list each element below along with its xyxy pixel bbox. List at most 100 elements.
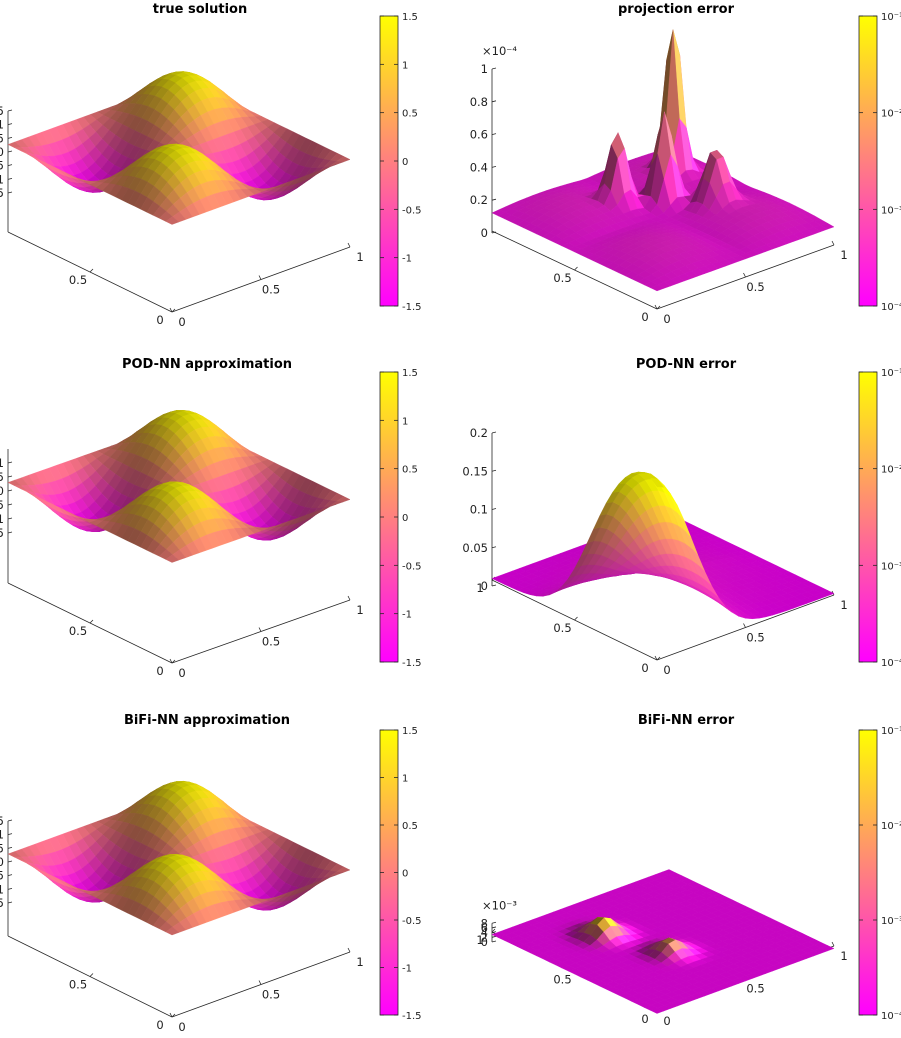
x-tick-label: 0.5 bbox=[746, 280, 764, 294]
colorbar-tick-label: 10⁻³ bbox=[881, 561, 901, 572]
colorbar-tick-label: 10⁻² bbox=[881, 109, 901, 120]
y-tick-label: 0 bbox=[156, 313, 163, 327]
z-tick-label: 0.6 bbox=[470, 128, 488, 142]
colorbar-tick-label: -1 bbox=[402, 610, 412, 621]
x-tick-label: 0 bbox=[663, 663, 670, 677]
z-tick-label: -1.5 bbox=[0, 186, 4, 200]
z-tick bbox=[491, 546, 497, 549]
colorbar-tick-label: 10⁻² bbox=[881, 821, 901, 832]
z-tick bbox=[7, 846, 13, 849]
z-tick bbox=[7, 109, 13, 112]
y-tick-label: 0.5 bbox=[553, 973, 571, 987]
colorbar-gradient bbox=[858, 729, 878, 1016]
z-tick bbox=[7, 461, 13, 464]
z-tick bbox=[7, 150, 13, 153]
panel-6: BiFi-NN error86420×10⁻³00.5100.5110⁻¹10⁻… bbox=[476, 713, 901, 1028]
z-tick bbox=[7, 517, 13, 520]
y-tick-label: 1 bbox=[476, 581, 483, 595]
z-tick bbox=[491, 133, 497, 135]
z-tick-label: 0.4 bbox=[470, 160, 488, 174]
colorbar-tick-label: -0.5 bbox=[402, 205, 422, 216]
z-tick bbox=[491, 508, 497, 510]
z-tick bbox=[491, 935, 497, 938]
z-tick bbox=[491, 921, 497, 924]
y-tick-label: 0 bbox=[156, 664, 163, 678]
z-tick bbox=[491, 198, 497, 201]
x-tick bbox=[258, 980, 262, 985]
x-tick bbox=[347, 947, 351, 953]
colorbar-tick-label: 10⁻¹ bbox=[881, 726, 901, 737]
x-tick-label: 1 bbox=[356, 603, 363, 617]
z-tick bbox=[7, 177, 13, 180]
x-tick-label: 0.5 bbox=[746, 631, 764, 645]
z-tick-label: -1 bbox=[0, 512, 4, 526]
z-tick bbox=[491, 926, 497, 929]
y-tick-label: 0.5 bbox=[69, 273, 87, 287]
colorbar-tick-label: -0.5 bbox=[402, 561, 422, 572]
chart-title: true solution bbox=[153, 2, 247, 17]
panel-1: true solution1.510.50-0.5-1-1.500.5100.5… bbox=[0, 2, 422, 329]
colorbar-tick-label: 10⁻⁴ bbox=[881, 302, 901, 313]
z-tick bbox=[7, 503, 13, 506]
colorbar-tick-label: 0.5 bbox=[402, 465, 418, 476]
colorbar-tick-label: -0.5 bbox=[402, 916, 422, 927]
y-tick bbox=[89, 973, 94, 977]
colorbar-tick-label: -1 bbox=[402, 964, 412, 975]
chart-title: POD-NN error bbox=[636, 357, 737, 372]
surface bbox=[7, 780, 351, 936]
z-tick-label: 1 bbox=[0, 118, 4, 132]
colorbar-tick-label: 1 bbox=[402, 416, 408, 427]
colorbar-tick-label: 1.5 bbox=[402, 726, 418, 737]
y-tick bbox=[574, 616, 578, 621]
z-tick bbox=[491, 940, 497, 943]
surface bbox=[491, 869, 835, 1014]
surface bbox=[491, 471, 835, 620]
colorbar-tick-label: 10⁻¹ bbox=[881, 12, 901, 23]
colorbar: 1.5 1 0.5 0 -0.5 -1 -1.5 bbox=[379, 12, 422, 313]
x-tick bbox=[347, 595, 351, 601]
z-tick-label: 0.1 bbox=[470, 503, 488, 517]
colorbar-gradient bbox=[858, 15, 878, 307]
surface bbox=[7, 410, 351, 563]
x-tick-label: 0.5 bbox=[262, 283, 280, 297]
panel-3: POD-NN approximation10.50-0.5-1-1.500.51… bbox=[0, 357, 422, 680]
colorbar-tick-label: 10⁻⁴ bbox=[881, 658, 901, 669]
x-tick bbox=[169, 307, 173, 313]
chart-title: projection error bbox=[618, 2, 735, 17]
z-tick-label: 0.15 bbox=[462, 464, 488, 478]
y-tick bbox=[171, 659, 176, 664]
z-tick bbox=[7, 123, 13, 126]
axes: 1 0.8 0.6 0.4 0.2 0 ×10⁻⁴ 0 0.5 1 0 0.5 bbox=[470, 44, 848, 326]
z-tick-label: 0.5 bbox=[0, 841, 4, 855]
colorbar-tick-label: 10⁻³ bbox=[881, 205, 901, 216]
z-tick-label: 0.2 bbox=[470, 193, 488, 207]
z-tick bbox=[7, 833, 13, 836]
colorbar-tick-label: 10⁻² bbox=[881, 465, 901, 476]
x-tick-label: 1 bbox=[356, 955, 363, 969]
z-tick-label: -1 bbox=[0, 172, 4, 186]
colorbar: 10⁻¹ 10⁻² 10⁻³ 10⁻⁴ bbox=[858, 368, 901, 669]
z-tick bbox=[7, 191, 13, 194]
y-tick bbox=[491, 928, 496, 933]
z-tick-label: -0.5 bbox=[0, 498, 4, 512]
z-tick bbox=[491, 67, 497, 70]
surface bbox=[491, 29, 835, 292]
z-tick bbox=[7, 860, 13, 863]
z-tick bbox=[7, 136, 13, 139]
z-tick bbox=[7, 475, 13, 478]
panel-4: POD-NN error0.20.150.10.05000.5100.5110⁻… bbox=[462, 357, 901, 677]
z-tick bbox=[491, 166, 497, 168]
y-tick-label: 0 bbox=[641, 310, 648, 324]
z-tick bbox=[7, 164, 13, 167]
chart-title: BiFi-NN error bbox=[638, 713, 735, 728]
x-tick-label: 0.5 bbox=[746, 982, 764, 996]
colorbar-tick-label: 1 bbox=[402, 774, 408, 785]
z-tick bbox=[7, 819, 13, 822]
z-tick bbox=[7, 531, 13, 534]
colorbar-tick-label: 0.5 bbox=[402, 109, 418, 120]
z-tick bbox=[7, 901, 13, 904]
surface-patch bbox=[165, 216, 180, 225]
z-tick-label: 1 bbox=[0, 828, 4, 842]
